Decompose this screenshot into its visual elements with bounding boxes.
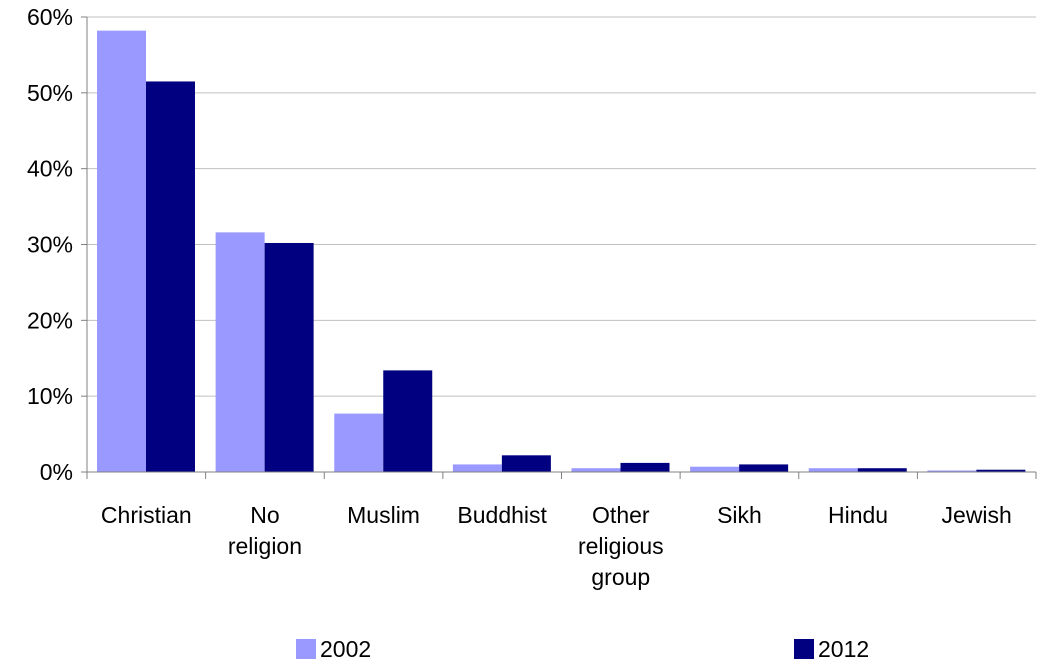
y-tick-label: 60% (27, 4, 73, 30)
x-tick-labels: Christian No religion Muslim Buddhist Other re… (101, 502, 1012, 590)
x-tick-label: Other religious group (578, 502, 664, 590)
bar-2002 (571, 468, 621, 472)
y-tick-label: 30% (27, 232, 73, 258)
bar-2002 (808, 468, 858, 472)
bar-2002 (97, 30, 146, 473)
x-tick-label: Muslim (347, 502, 420, 528)
axes (81, 16, 1037, 479)
bar-2002 (334, 413, 384, 472)
legend-label: 2012 (818, 636, 869, 661)
bars (97, 30, 1026, 473)
bar-2012 (501, 455, 551, 472)
bar-2002 (690, 466, 740, 472)
x-tick-label: Jewish (942, 502, 1012, 528)
bar-2012 (620, 462, 670, 472)
bar-2012 (739, 464, 789, 472)
bar-2002 (927, 470, 977, 472)
y-tick-label: 10% (27, 383, 73, 409)
bar-2002 (215, 232, 265, 472)
x-tick-label: Hindu (828, 502, 888, 528)
legend-swatch (794, 639, 814, 659)
bar-2012 (264, 242, 314, 472)
bar-2012 (857, 468, 907, 472)
bar-2002 (452, 464, 502, 472)
bar-2012 (976, 469, 1026, 472)
x-tick-label: Buddhist (457, 502, 547, 528)
y-tick-label: 20% (27, 307, 73, 333)
legend-label: 2002 (320, 636, 371, 661)
y-tick-label: 50% (27, 80, 73, 106)
legend: 2002 2012 (296, 636, 869, 662)
x-tick-label: Sikh (717, 502, 762, 528)
y-tick-label: 0% (40, 459, 73, 485)
bar-2012 (146, 81, 195, 472)
y-tick-labels: 0% 10% 20% 30% 40% 50% 60% (27, 4, 73, 485)
bar-2012 (383, 370, 433, 472)
x-tick-label: No religion (228, 502, 302, 559)
y-tick-label: 40% (27, 156, 73, 182)
x-tick-label: Christian (101, 502, 192, 528)
legend-swatch (296, 639, 316, 659)
